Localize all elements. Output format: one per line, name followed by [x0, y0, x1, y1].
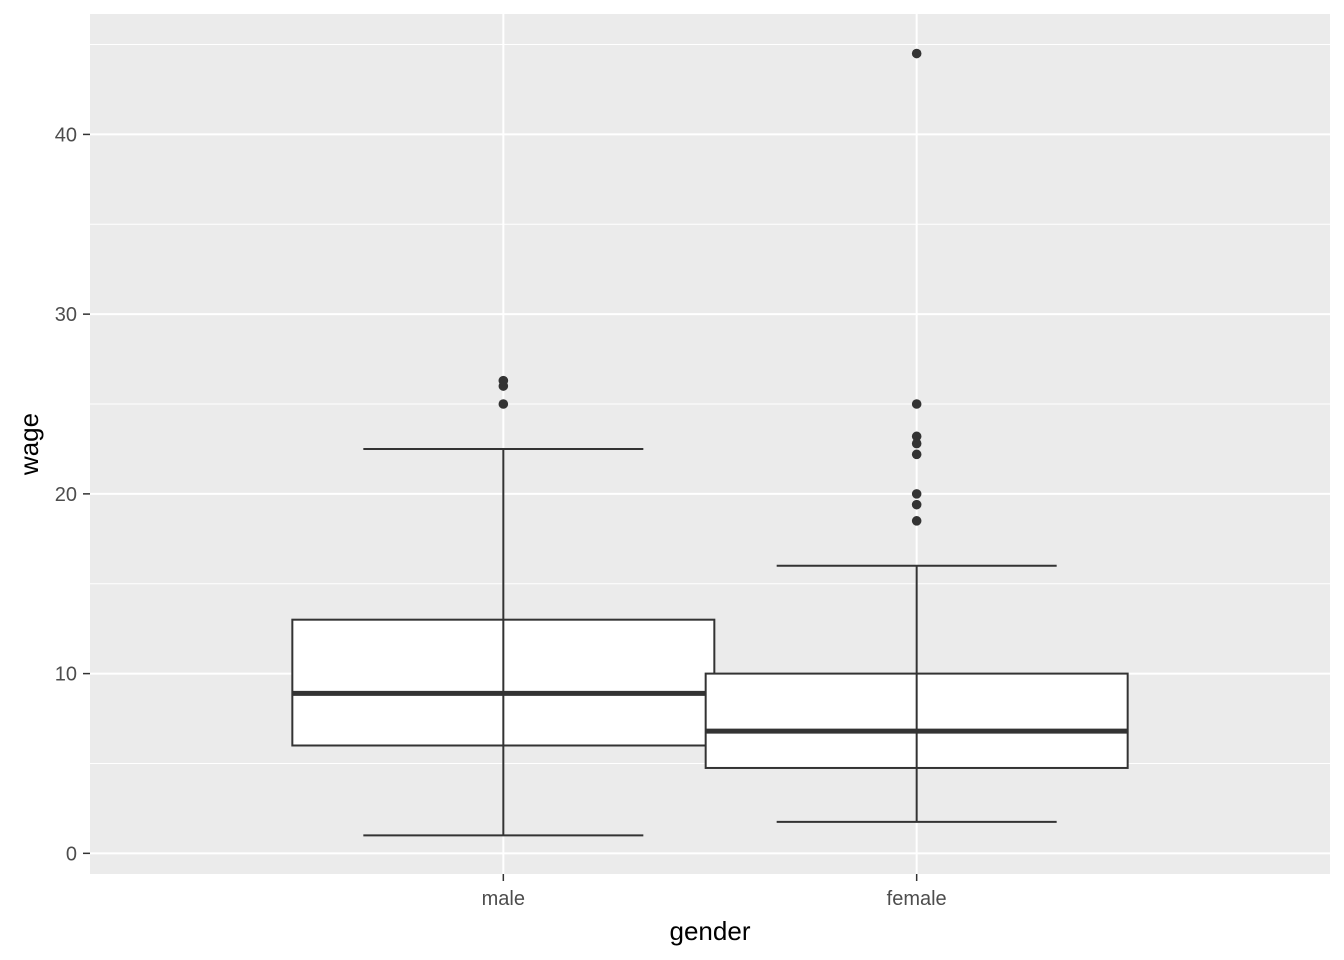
y-tick-label: 20 [55, 484, 77, 506]
x-tick-label: male [482, 888, 525, 910]
y-tick-label: 30 [55, 304, 77, 326]
outlier-point [911, 399, 922, 409]
x-axis: male female [482, 874, 947, 910]
x-axis-title: gender [670, 916, 751, 946]
boxes-layer [291, 48, 1129, 837]
y-tick-label: 10 [55, 664, 77, 686]
outlier-point [498, 399, 509, 409]
y-axis: 0 10 20 30 40 [55, 124, 90, 865]
outlier-point [911, 431, 922, 442]
outlier-point [911, 489, 922, 499]
x-tick-label: female [887, 888, 947, 910]
outlier-point [911, 438, 922, 449]
outlier-point [911, 449, 922, 460]
outlier-point [498, 375, 509, 386]
box-male [291, 375, 716, 837]
y-tick-label: 40 [55, 124, 77, 146]
y-tick-label: 0 [66, 843, 77, 865]
y-axis-title: wage [14, 413, 44, 476]
outlier-point [911, 48, 922, 59]
outlier-point [911, 516, 922, 526]
box-female [704, 48, 1129, 823]
outlier-point [911, 499, 922, 510]
